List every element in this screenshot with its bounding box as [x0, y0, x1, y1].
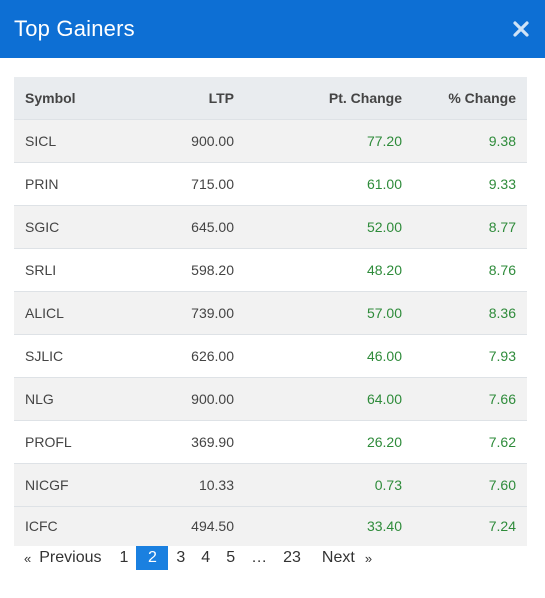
- cell-ltp: 494.50: [191, 518, 234, 535]
- cell-symbol: SJLIC: [25, 347, 64, 364]
- cell-ltp: 645.00: [191, 218, 234, 235]
- cell-pt-change: 61.00: [366, 175, 402, 192]
- cell-pt-change: 46.00: [366, 347, 402, 364]
- previous-button[interactable]: Previous: [39, 549, 102, 566]
- page-2-button[interactable]: 2: [136, 546, 169, 570]
- cell-pct-change: 7.66: [488, 390, 516, 407]
- cell-pt-change: 57.00: [366, 304, 402, 321]
- table-row[interactable]: SICL 900.00 77.20 9.38: [14, 119, 527, 162]
- table-row[interactable]: SRLI 598.20 48.20 8.76: [14, 248, 527, 291]
- cell-symbol: NICGF: [25, 476, 69, 493]
- cell-symbol: NLG: [25, 390, 54, 407]
- cell-symbol: ICFC: [25, 518, 58, 535]
- cell-pct-change: 7.60: [488, 476, 516, 493]
- cell-ltp: 715.00: [191, 175, 234, 192]
- cell-symbol: SRLI: [25, 261, 57, 278]
- cell-pct-change: 7.62: [488, 433, 516, 450]
- next-button[interactable]: Next: [321, 549, 355, 566]
- cell-pt-change: 48.20: [366, 261, 402, 278]
- cell-pt-change: 64.00: [366, 390, 402, 407]
- next-arrow[interactable]: »: [364, 550, 373, 566]
- cell-pct-change: 7.24: [488, 518, 516, 535]
- page-1-button[interactable]: 1: [119, 549, 129, 566]
- cell-ltp: 900.00: [191, 390, 234, 407]
- column-header-symbol[interactable]: Symbol: [14, 77, 131, 120]
- page-5-button[interactable]: 5: [226, 549, 236, 566]
- cell-pt-change: 77.20: [366, 132, 402, 149]
- table-header-row: Symbol LTP Pt. Change % Change: [14, 77, 527, 120]
- table-row[interactable]: SGIC 645.00 52.00 8.77: [14, 205, 527, 248]
- cell-symbol: PRIN: [25, 175, 59, 192]
- table-row[interactable]: SJLIC 626.00 46.00 7.93: [14, 334, 527, 377]
- gainers-table: Symbol LTP Pt. Change % Change SICL 900.0…: [14, 77, 527, 546]
- page-ellipsis: …: [251, 549, 268, 566]
- cell-symbol: SGIC: [25, 218, 60, 235]
- previous-arrow[interactable]: «: [24, 550, 32, 566]
- column-header-pt-change[interactable]: Pt. Change: [239, 77, 413, 120]
- cell-ltp: 626.00: [191, 347, 234, 364]
- cell-pct-change: 8.76: [488, 261, 516, 278]
- cell-symbol: SICL: [25, 132, 57, 149]
- pagination: « Previous 1 2 3 4 5… 23 Next »: [17, 546, 372, 570]
- page-3-button[interactable]: 3: [176, 549, 186, 566]
- cell-ltp: 598.20: [191, 261, 234, 278]
- column-header-pct-change[interactable]: % Change: [413, 77, 527, 120]
- cell-pt-change: 33.40: [366, 518, 402, 535]
- cell-pct-change: 7.93: [488, 347, 516, 364]
- cell-pt-change: 26.20: [366, 433, 402, 450]
- close-icon[interactable]: [511, 19, 531, 39]
- cell-pt-change: 0.73: [374, 476, 402, 493]
- modal-title: Top Gainers: [14, 16, 135, 41]
- cell-pct-change: 8.77: [488, 218, 516, 235]
- cell-pct-change: 9.33: [488, 175, 516, 192]
- modal-header: Top Gainers: [0, 0, 545, 58]
- table-row[interactable]: NICGF 10.33 0.73 7.60: [14, 463, 527, 506]
- cell-ltp: 10.33: [198, 476, 234, 493]
- cell-symbol: PROFL: [25, 433, 72, 450]
- page-numbers: 1 2 3 4 5… 23: [111, 546, 308, 570]
- cell-pct-change: 9.38: [488, 132, 516, 149]
- table-row[interactable]: NLG 900.00 64.00 7.66: [14, 377, 527, 420]
- table-row[interactable]: ICFC 494.50 33.40 7.24: [14, 506, 527, 546]
- gainers-table-container: Symbol LTP Pt. Change % Change SICL 900.0…: [14, 77, 527, 546]
- table-row[interactable]: ALICL 739.00 57.00 8.36: [14, 291, 527, 334]
- cell-ltp: 739.00: [191, 304, 234, 321]
- column-header-ltp[interactable]: LTP: [131, 77, 239, 120]
- cell-ltp: 900.00: [191, 132, 234, 149]
- table-row[interactable]: PROFL 369.90 26.20 7.62: [14, 420, 527, 463]
- page-23-button[interactable]: 23: [283, 549, 301, 566]
- table-row[interactable]: PRIN 715.00 61.00 9.33: [14, 162, 527, 205]
- cell-symbol: ALICL: [25, 304, 64, 321]
- cell-pt-change: 52.00: [366, 218, 402, 235]
- cell-pct-change: 8.36: [488, 304, 516, 321]
- cell-ltp: 369.90: [191, 433, 234, 450]
- page-4-button[interactable]: 4: [201, 549, 211, 566]
